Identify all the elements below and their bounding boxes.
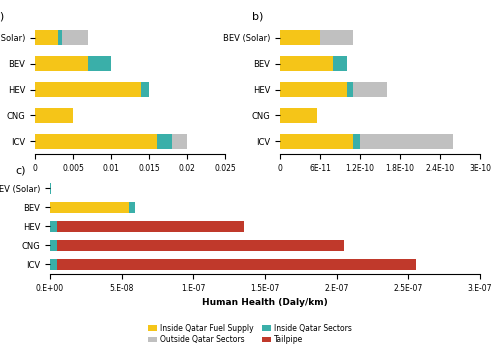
Bar xyxy=(50,202,129,213)
Bar xyxy=(346,82,354,97)
Bar xyxy=(35,134,156,148)
Legend: Inside Qatar Fuel Supply, Outside Qatar Sectors, Inside Qatar Sectors, Tailpipe: Inside Qatar Fuel Supply, Outside Qatar … xyxy=(145,321,355,347)
Text: b): b) xyxy=(252,12,264,21)
Bar xyxy=(142,82,149,97)
Bar xyxy=(280,82,346,97)
Bar xyxy=(57,221,244,232)
Bar xyxy=(57,259,416,270)
Bar xyxy=(129,202,134,213)
Bar xyxy=(156,134,172,148)
Bar xyxy=(35,108,73,122)
Text: a): a) xyxy=(0,12,4,21)
Bar xyxy=(35,82,142,97)
Bar xyxy=(50,240,57,251)
X-axis label: Employment (QAR/km): Employment (QAR/km) xyxy=(322,179,438,188)
Bar xyxy=(50,221,57,232)
Bar xyxy=(280,31,320,45)
Bar xyxy=(57,240,344,251)
Bar xyxy=(50,259,57,270)
Bar xyxy=(354,134,360,148)
X-axis label: Compensation (QAR/km): Compensation (QAR/km) xyxy=(68,179,192,188)
Bar xyxy=(354,82,386,97)
Bar xyxy=(88,57,111,71)
Bar xyxy=(58,31,61,45)
Bar xyxy=(280,57,334,71)
Bar xyxy=(280,134,353,148)
Bar xyxy=(50,183,51,194)
Bar xyxy=(35,57,88,71)
Bar xyxy=(360,134,454,148)
Bar xyxy=(62,31,88,45)
Bar xyxy=(334,57,346,71)
Bar xyxy=(280,108,316,122)
Bar xyxy=(35,31,58,45)
Bar xyxy=(320,31,354,45)
Text: c): c) xyxy=(16,166,26,176)
X-axis label: Human Health (Daly/km): Human Health (Daly/km) xyxy=(202,298,328,307)
Bar xyxy=(172,134,187,148)
